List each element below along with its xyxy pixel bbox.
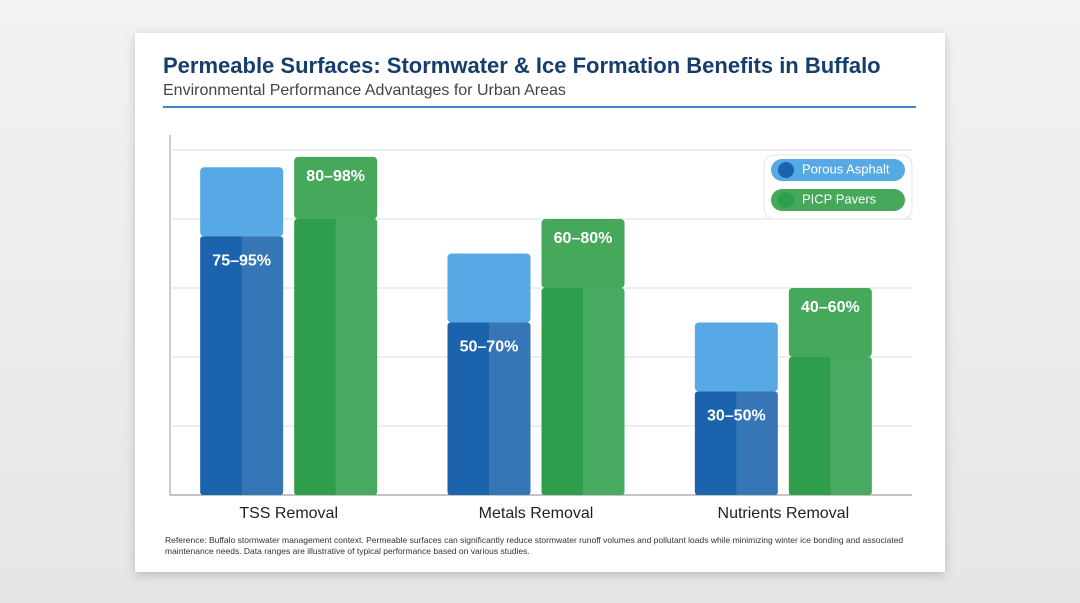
legend-pill: [771, 189, 905, 211]
legend-label: PICP Pavers: [802, 191, 877, 206]
base-segment: [788, 357, 872, 495]
legend-swatch: [778, 162, 794, 178]
value-label: 50–70%: [460, 339, 519, 356]
x-tick-label: TSS Removal: [239, 505, 338, 522]
bar-sheen: [830, 357, 872, 495]
chart-title: Permeable Surfaces: Stormwater & Ice For…: [163, 53, 881, 78]
value-label: 80–98%: [306, 168, 365, 185]
base-segment: [200, 236, 284, 495]
value-label: 60–80%: [554, 230, 613, 247]
bar-sheen: [489, 322, 531, 495]
range-segment: [447, 253, 531, 323]
range-segment: [541, 219, 625, 288]
bar-sheen: [335, 219, 378, 495]
base-segment: [541, 288, 625, 495]
legend-label: Porous Asphalt: [802, 161, 890, 176]
range-segment: [200, 167, 284, 237]
bar-sheen: [736, 391, 778, 495]
range-segment: [788, 288, 872, 357]
range-segment: [294, 156, 378, 219]
note-box: Reference: Buffalo stormwater management…: [165, 535, 904, 556]
range-segment: [694, 322, 778, 392]
x-tick-label: Nutrients Removal: [718, 505, 850, 522]
value-label: 75–95%: [212, 252, 271, 269]
legend-pill: [771, 159, 905, 181]
value-label: 30–50%: [707, 408, 766, 425]
bar-sheen: [583, 288, 625, 495]
chart-subtitle: Environmental Performance Advantages for…: [163, 82, 566, 99]
legend-swatch: [778, 192, 794, 208]
bar-sheen: [241, 236, 284, 495]
x-tick-label: Metals Removal: [479, 505, 594, 522]
base-segment: [294, 219, 378, 495]
note: Reference: Buffalo stormwater management…: [165, 535, 904, 556]
base-segment: [447, 322, 531, 495]
base-segment: [694, 391, 778, 495]
value-label: 40–60%: [801, 299, 860, 316]
